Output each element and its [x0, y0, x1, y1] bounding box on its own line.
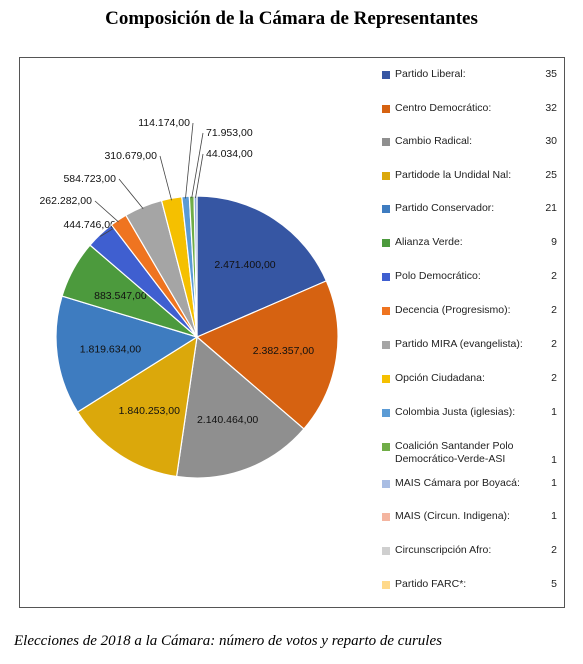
- legend-label: Partido Conservador:: [395, 202, 495, 214]
- slice-label: 114.174,00: [138, 117, 190, 129]
- legend-label: Decencia (Progresismo):: [395, 304, 511, 316]
- legend-swatch: [382, 341, 390, 349]
- slice-label: 44.034,00: [206, 148, 253, 160]
- legend-swatch: [382, 239, 390, 247]
- legend-swatch: [382, 581, 390, 589]
- legend-label: Coalición Santander Polo Democrático-Ver…: [395, 440, 514, 465]
- legend-item: Partido FARC*: 5: [376, 578, 562, 608]
- leader-line: [191, 132, 204, 199]
- legend-seats: 30: [545, 135, 557, 147]
- legend-item: Partido MIRA (evangelista): 2: [376, 338, 562, 368]
- legend-label: MAIS (Circun. Indigena):: [395, 510, 510, 522]
- legend-item: Polo Democrático: 2: [376, 270, 562, 300]
- legend-swatch: [382, 409, 390, 417]
- legend-seats: 2: [551, 304, 557, 316]
- legend-label: MAIS Cámara por Boyacá:: [395, 477, 520, 489]
- pie-slice: [196, 195, 328, 338]
- legend-swatch: [382, 480, 390, 488]
- figure-caption: Elecciones de 2018 a la Cámara: número d…: [14, 633, 442, 649]
- legend-seats: 2: [551, 372, 557, 384]
- slice-label: 444.746,00: [63, 219, 116, 231]
- legend-swatch: [382, 138, 390, 146]
- slice-label: 2.471.400,00: [214, 259, 275, 271]
- legend-item: Partido Liberal: 35: [376, 68, 562, 98]
- legend-item: MAIS (Circun. Indigena): 1: [376, 510, 562, 540]
- legend-seats: 1: [551, 406, 557, 418]
- legend-swatch: [382, 513, 390, 521]
- pie-slice: [76, 335, 198, 478]
- legend-swatch: [382, 547, 390, 555]
- slice-label: 2.140.464,00: [197, 414, 258, 426]
- chart-frame: 2.471.400,00 2.382.357,00 2.140.464,00 1.84…: [19, 57, 565, 608]
- slice-label: 310.679,00: [104, 150, 157, 162]
- legend-swatch: [382, 71, 390, 79]
- chart-title: Composición de la Cámara de Representant…: [105, 8, 478, 29]
- slice-label: 1.819.634,00: [80, 344, 141, 356]
- legend-item: Partido Conservador: 21: [376, 202, 562, 232]
- pie-slice: [175, 335, 305, 479]
- legend-seats: 21: [545, 202, 557, 214]
- pie-slice: [195, 280, 339, 430]
- legend-seats: 2: [551, 270, 557, 282]
- legend-label: Opción Ciudadana:: [395, 372, 485, 384]
- slice-label: 2.382.357,00: [253, 345, 314, 357]
- legend-item: Colombia Justa (iglesias): 1: [376, 406, 562, 436]
- legend-label: Alianza Verde:: [395, 236, 463, 248]
- legend-seats: 1: [551, 454, 557, 466]
- legend-seats: 2: [551, 338, 557, 350]
- legend-item: Alianza Verde: 9: [376, 236, 562, 266]
- legend-seats: 1: [551, 510, 557, 522]
- legend-item: Centro Democrático: 32: [376, 102, 562, 132]
- legend-item: Decencia (Progresismo): 2: [376, 304, 562, 334]
- legend-swatch: [382, 307, 390, 315]
- legend-swatch: [382, 105, 390, 113]
- legend-item: Partidode la Undidal Nal: 25: [376, 169, 562, 199]
- legend-seats: 1: [551, 477, 557, 489]
- slice-label: 883.547,00: [94, 290, 147, 302]
- leader-line: [159, 155, 172, 201]
- legend-label: Polo Democrático:: [395, 270, 481, 282]
- legend-seats: 2: [551, 544, 557, 556]
- legend-swatch: [382, 273, 390, 281]
- legend-item: MAIS Cámara por Boyacá: 1: [376, 477, 562, 507]
- legend-label: Colombia Justa (iglesias):: [395, 406, 516, 418]
- leader-line: [94, 200, 119, 223]
- slice-label: 262.282,00: [39, 195, 92, 207]
- slice-label: 1.840.253,00: [119, 405, 180, 417]
- legend-label: Cambio Radical:: [395, 135, 473, 147]
- pie-chart: 2.471.400,00 2.382.357,00 2.140.464,00 1.84…: [39, 117, 339, 479]
- legend-seats: 35: [545, 68, 557, 80]
- legend-seats: 9: [551, 236, 557, 248]
- legend-swatch: [382, 205, 390, 213]
- legend-seats: 25: [545, 169, 557, 181]
- legend-label: Centro Democrático:: [395, 102, 492, 114]
- legend-label: Circunscripción Afro:: [395, 544, 492, 556]
- legend-swatch: [382, 172, 390, 180]
- legend-label: Partido MIRA (evangelista):: [395, 338, 523, 350]
- legend-seats: 32: [545, 102, 557, 114]
- pie-slice: [55, 295, 199, 413]
- legend-item: Coalición Santander Polo Democrático-Ver…: [376, 440, 562, 470]
- legend-swatch: [382, 375, 390, 383]
- legend-seats: 5: [551, 578, 557, 590]
- leader-line: [118, 178, 144, 209]
- leader-line: [185, 122, 194, 199]
- slice-label: 71.953,00: [206, 127, 253, 139]
- leader-line: [195, 153, 204, 199]
- legend-label: Partido Liberal:: [395, 68, 466, 80]
- legend-label: Partidode la Undidal Nal:: [395, 169, 512, 181]
- legend-item: Circunscripción Afro: 2: [376, 544, 562, 574]
- legend-item: Cambio Radical: 30: [376, 135, 562, 165]
- legend-swatch: [382, 443, 390, 451]
- slice-label: 584.723,00: [63, 173, 116, 185]
- legend-label: Partido FARC*:: [395, 578, 467, 590]
- legend-item: Opción Ciudadana: 2: [376, 372, 562, 402]
